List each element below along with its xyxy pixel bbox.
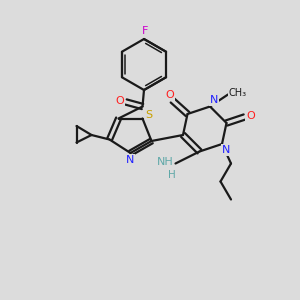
Text: H: H (168, 170, 176, 180)
Text: CH₃: CH₃ (229, 88, 247, 98)
Text: O: O (116, 95, 124, 106)
Text: N: N (209, 95, 218, 105)
Text: N: N (221, 145, 230, 155)
Text: S: S (146, 110, 153, 120)
Text: NH: NH (157, 157, 173, 167)
Text: O: O (246, 110, 255, 121)
Text: O: O (165, 90, 174, 100)
Text: N: N (126, 154, 134, 165)
Text: F: F (142, 26, 149, 37)
